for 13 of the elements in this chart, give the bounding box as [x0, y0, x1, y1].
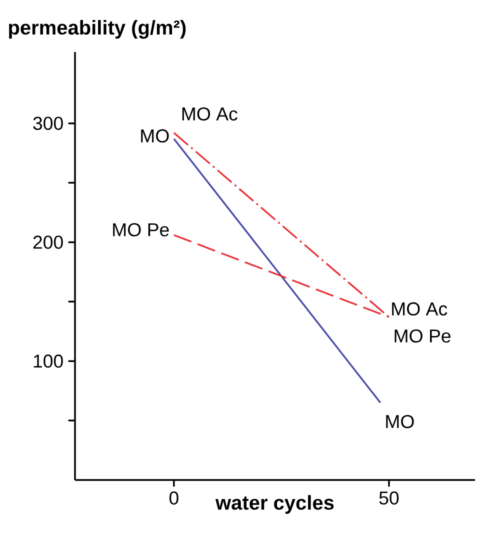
y-axis-title: permeability (g/m²): [9, 20, 186, 39]
series-label: MO: [141, 129, 169, 143]
series-label: MO Ac: [392, 302, 448, 316]
series-label: MO Pe: [113, 223, 169, 236]
x-tick-label: 50: [379, 491, 399, 505]
y-tick-label: 200: [33, 236, 63, 249]
y-tick-label: 300: [33, 116, 63, 130]
text: MO: [386, 414, 414, 428]
text: MO Ac: [182, 107, 238, 121]
y-tick-label: 100: [34, 354, 63, 368]
x-tick-label: 0: [169, 491, 178, 505]
x-axis-title: water cycles: [215, 495, 334, 514]
text: MO Pe: [394, 329, 450, 343]
